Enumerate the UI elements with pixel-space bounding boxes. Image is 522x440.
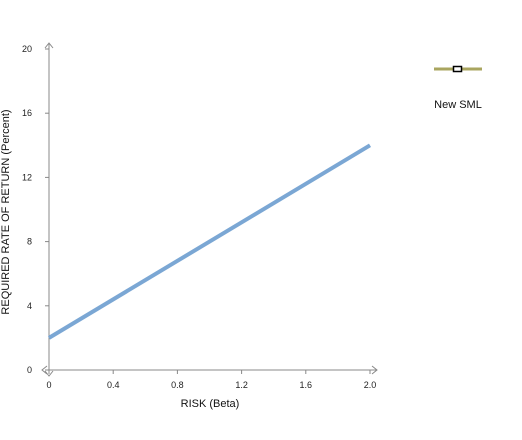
series-line-new-sml xyxy=(47,143,372,340)
y-tick-label: 20 xyxy=(22,44,32,54)
legend-label-new-sml: New SML xyxy=(434,99,482,111)
x-tick-label: 1.2 xyxy=(235,380,248,390)
y-axis-bottom-arrow-icon xyxy=(44,370,54,377)
legend-marker-icon xyxy=(452,65,463,73)
x-tick-label: 2.0 xyxy=(364,380,377,390)
x-axis-title: RISK (Beta) xyxy=(181,398,240,410)
x-tick-label: 0 xyxy=(46,380,51,390)
tick-marks xyxy=(45,48,371,374)
y-tick-label: 0 xyxy=(27,365,32,375)
y-tick-label: 12 xyxy=(22,172,32,182)
y-axis-arrow-icon xyxy=(44,42,54,49)
x-tick-label: 0.8 xyxy=(171,380,184,390)
x-tick-label: 1.6 xyxy=(300,380,313,390)
legend: New SML xyxy=(434,65,482,111)
x-axis-arrow-icon xyxy=(371,365,378,375)
y-axis-title: REQUIRED RATE OF RETURN (Percent) xyxy=(0,109,12,314)
y-tick-label: 8 xyxy=(27,237,32,247)
y-tick-label: 4 xyxy=(27,301,32,311)
series-layer xyxy=(47,143,372,340)
y-tick-label: 16 xyxy=(22,108,32,118)
tick-labels: 0 0.4 0.8 1.2 1.6 2.0 0 4 8 12 16 20 xyxy=(22,44,376,390)
x-tick-label: 0.4 xyxy=(107,380,120,390)
x-axis-left-arrow-icon xyxy=(41,365,48,375)
axes xyxy=(41,42,378,377)
